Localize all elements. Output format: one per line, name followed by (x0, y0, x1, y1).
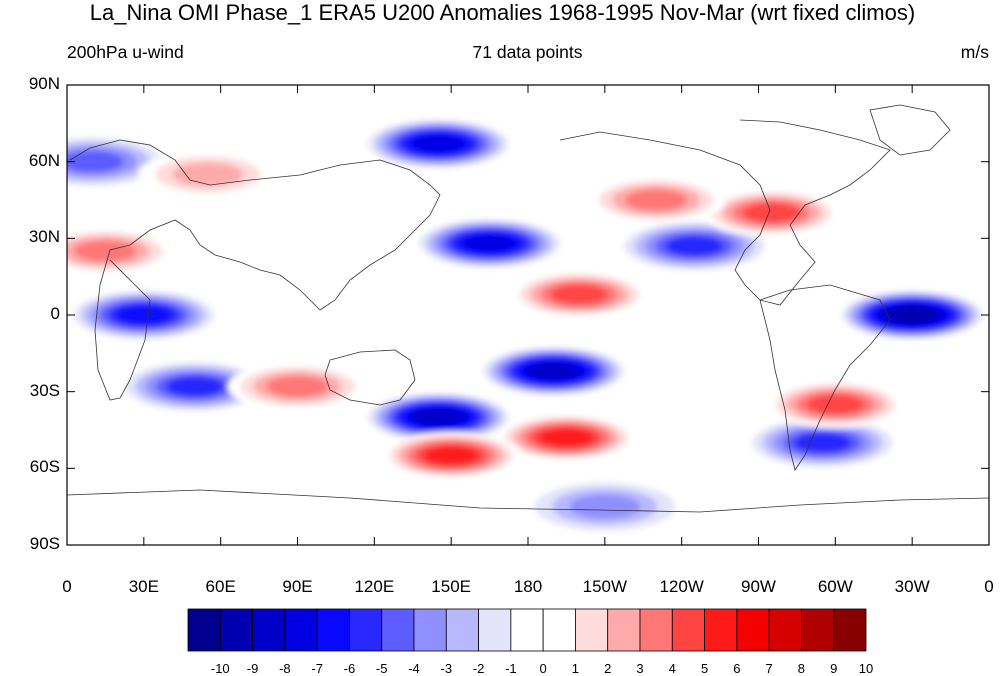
latitude-label: 30S (29, 380, 60, 400)
longitude-label: 60E (205, 577, 236, 596)
anomaly-contour (424, 446, 478, 465)
colorbar-label: 8 (797, 661, 806, 676)
longitude-label: 90E (282, 577, 313, 596)
colorbar-swatch (833, 608, 867, 652)
colorbar-swatch (445, 608, 479, 652)
colorbar (187, 608, 867, 652)
colorbar-label: -2 (472, 661, 485, 676)
colorbar-swatch (219, 608, 253, 652)
colorbar-label: 3 (636, 661, 644, 676)
colorbar-label: -4 (408, 661, 420, 676)
colorbar-label: 0 (539, 661, 547, 676)
anomaly-contour (625, 189, 688, 211)
longitude-label: 150W (582, 577, 628, 596)
colorbar-swatch (639, 608, 673, 652)
longitude-label: 30E (128, 577, 159, 596)
anomaly-contour (806, 394, 864, 415)
latitude-label: 90N (28, 74, 60, 93)
colorbar-swatch (575, 608, 609, 652)
colorbar-swatch (316, 608, 350, 652)
axis-ticks (66, 84, 990, 546)
colorbar-label: -7 (311, 661, 323, 676)
anomaly-contour (464, 234, 516, 253)
colorbar-swatch (510, 608, 544, 652)
colorbar-label: 10 (858, 661, 874, 676)
units-label: m/s (960, 42, 989, 62)
variable-label: 200hPa u-wind (67, 42, 184, 62)
longitude-label: 120E (354, 577, 395, 596)
colorbar-swatch (284, 608, 318, 652)
colorbar-swatch (736, 608, 770, 652)
anomaly-contour (166, 376, 224, 397)
longitude-label: 60W (817, 577, 853, 596)
colorbar-swatch (187, 608, 221, 652)
colorbar-swatch (252, 608, 286, 652)
colorbar-label: 7 (765, 661, 773, 676)
colorbar-label: -1 (505, 661, 517, 676)
colorbar-label: 9 (830, 661, 838, 676)
colorbar-label: 4 (668, 661, 676, 676)
latitude-label: 60S (29, 457, 60, 477)
colorbar-label: 2 (604, 661, 612, 676)
anomaly-contour (742, 203, 800, 223)
anomaly-contour (172, 162, 244, 187)
colorbar-label: 1 (571, 661, 580, 676)
anomaly-contour (529, 362, 579, 380)
colorbar-swatch (671, 608, 705, 652)
colorbar-swatch (801, 608, 835, 652)
data-points-label: 71 data points (472, 42, 583, 62)
colorbar-swatch (413, 608, 447, 652)
colorbar-swatch (768, 608, 802, 652)
colorbar-swatch (478, 608, 512, 652)
longitude-label: 0 (62, 577, 72, 596)
colorbar-swatch (349, 608, 383, 652)
longitude-label: 30W (894, 577, 930, 596)
anomaly-shading (67, 119, 983, 531)
colorbar-label: -8 (279, 661, 291, 676)
colorbar-swatch (381, 608, 415, 652)
colorbar-label: -5 (375, 661, 388, 676)
longitude-label: 90W (741, 577, 776, 596)
map-title: La_Nina OMI Phase_1 ERA5 U200 Anomalies … (89, 0, 916, 25)
colorbar-swatch (542, 608, 576, 652)
latitude-label: 30N (28, 227, 60, 247)
longitude-label: 0 (984, 577, 994, 596)
anomaly-contour (266, 376, 329, 398)
colorbar-label: -3 (440, 661, 453, 676)
latitude-label: 90S (29, 534, 60, 553)
longitude-label: 120W (659, 577, 704, 596)
longitude-label: 150E (431, 577, 471, 596)
latitude-label: 0 (50, 304, 60, 323)
colorbar-label: 5 (700, 661, 709, 676)
colorbar-swatch (704, 608, 738, 652)
longitude-label: 180 (513, 577, 543, 596)
anomaly-contour (550, 284, 608, 305)
colorbar-swatch (607, 608, 641, 652)
anomaly-contour (794, 433, 851, 453)
colorbar-label: -9 (246, 661, 259, 676)
anomaly-contour (888, 307, 936, 323)
anomaly-contour (569, 494, 641, 519)
anomaly-contour (412, 135, 464, 153)
latitude-label: 60N (28, 150, 60, 170)
anomaly-contour (666, 236, 723, 256)
anomaly-contour (74, 240, 137, 262)
anomaly-contour (117, 306, 171, 324)
anomaly-contour (413, 408, 463, 426)
coastlines (67, 104, 989, 513)
anomaly-contour (67, 151, 124, 173)
colorbar-label: 6 (733, 661, 741, 676)
colorbar-label: -6 (343, 661, 356, 676)
anomaly-contour (539, 428, 594, 447)
colorbar-label: -10 (210, 661, 230, 676)
